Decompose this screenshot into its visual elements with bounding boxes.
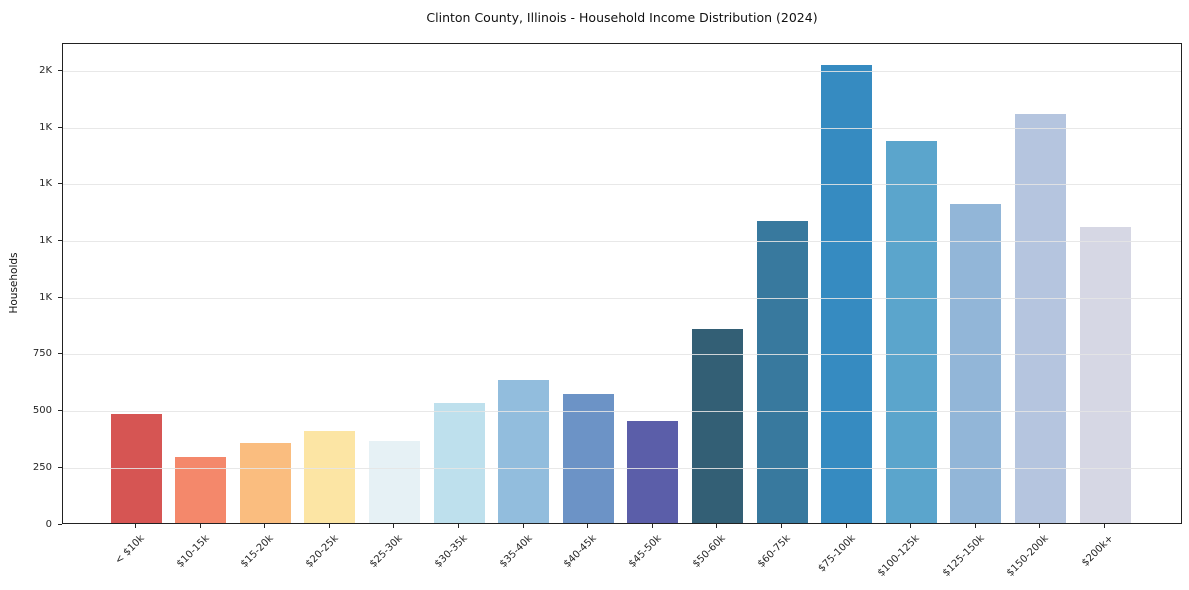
x-tick-label: $60-75k	[755, 533, 793, 570]
bar-$50-60k	[691, 329, 743, 523]
x-tick-mark	[458, 524, 459, 528]
gridline-500	[63, 411, 1181, 413]
y-tick-mark	[58, 410, 62, 412]
x-tick-label: $15-20k	[239, 533, 276, 570]
x-tick-label: $45-50k	[626, 533, 664, 570]
gridline-1500	[63, 184, 1181, 186]
x-tick-mark	[716, 524, 718, 528]
bar-$30-35k	[433, 402, 485, 523]
y-tick-label: 500	[32, 405, 52, 417]
x-tick-label: $100-125k	[876, 533, 922, 579]
y-tick-mark	[58, 296, 62, 298]
x-tick-mark	[587, 524, 589, 528]
x-tick-label: $50-60k	[691, 533, 729, 570]
x-tick-mark	[1104, 524, 1105, 528]
bar-$150-200k	[1014, 113, 1066, 523]
gridline-1750	[63, 127, 1181, 129]
gridline-750	[63, 354, 1181, 356]
x-tick-label: $10-15k	[174, 533, 212, 570]
y-tick-label: 2K	[39, 64, 52, 76]
bar-$100-125k	[885, 140, 937, 523]
y-tick-label: 1K	[39, 178, 52, 190]
x-tick-mark	[393, 524, 395, 528]
y-tick-label: 1K	[39, 235, 52, 247]
bar-$75-100k	[821, 64, 873, 523]
bar-$35-40k	[498, 380, 550, 523]
x-tick-label: $200k+	[1079, 533, 1116, 569]
y-tick-label: 250	[32, 461, 52, 473]
y-tick-mark	[58, 240, 62, 242]
x-tick-label: $75-100k	[815, 533, 858, 575]
y-tick-mark	[58, 353, 62, 355]
bar-$60-75k	[756, 221, 808, 523]
y-tick-label: 1K	[39, 121, 52, 133]
y-tick-mark	[58, 183, 62, 185]
bar-$15-20k	[239, 442, 291, 523]
bar-$200k+	[1079, 227, 1131, 523]
y-tick-mark	[58, 126, 62, 128]
bar-$25-30k	[368, 441, 420, 523]
gridline-1000	[63, 297, 1181, 299]
y-tick-label: 750	[32, 348, 52, 360]
x-tick-mark	[199, 524, 201, 528]
chart-title: Clinton County, Illinois - Household Inc…	[426, 10, 818, 25]
x-tick-label: $30-35k	[432, 533, 470, 570]
gridline-2000	[63, 70, 1181, 72]
x-tick-mark	[651, 524, 653, 528]
y-tick-mark	[58, 69, 62, 71]
x-tick-mark	[135, 524, 136, 528]
bar-$20-25k	[304, 431, 356, 523]
x-tick-mark	[328, 524, 330, 528]
x-tick-label: $20-25k	[303, 533, 341, 570]
x-tick-mark	[910, 524, 912, 528]
x-tick-mark	[522, 524, 524, 528]
x-tick-mark	[1039, 524, 1041, 528]
x-tick-label: $40-45k	[562, 533, 599, 570]
x-tick-mark	[781, 524, 782, 528]
y-tick-mark	[58, 523, 62, 525]
x-tick-label: $125-150k	[940, 533, 987, 579]
y-axis-label: Households	[8, 252, 20, 314]
gridline-250	[63, 467, 1181, 469]
gridline-1250	[63, 241, 1181, 243]
bar-$45-50k	[627, 420, 679, 523]
x-tick-label: $25-30k	[368, 533, 406, 570]
x-tick-label: $150-200k	[1005, 533, 1052, 579]
bar-$125-150k	[950, 204, 1002, 523]
bar-$40-45k	[562, 393, 614, 523]
plot-area	[62, 43, 1182, 524]
y-tick-label: 1K	[39, 291, 52, 303]
y-tick-label: 0	[45, 518, 52, 530]
x-tick-mark	[264, 524, 266, 528]
x-tick-mark	[845, 524, 847, 528]
y-tick-mark	[58, 466, 62, 468]
x-tick-label: $35-40k	[497, 533, 535, 570]
x-tick-mark	[974, 524, 976, 528]
x-tick-label: < $10k	[113, 533, 147, 567]
